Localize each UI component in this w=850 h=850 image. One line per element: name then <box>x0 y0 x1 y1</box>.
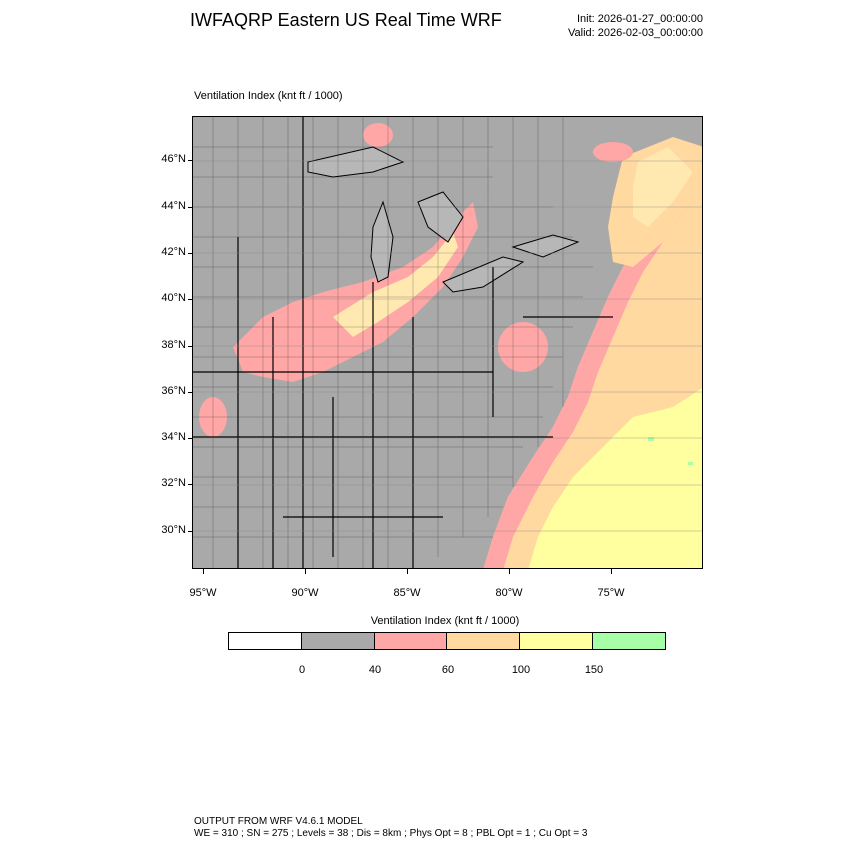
lon-label-80w: 80°W <box>495 587 523 599</box>
lon-label-75w: 75°W <box>597 587 625 599</box>
colorbar-box <box>520 633 594 649</box>
lat-label-44n: 44°N <box>161 200 186 212</box>
lat-tick <box>188 207 192 208</box>
colorbar-level-label: 60 <box>441 664 455 676</box>
lon-tick <box>509 569 510 574</box>
lat-tick <box>188 346 192 347</box>
pink-patch-ontario <box>593 142 633 162</box>
lat-label-46n: 46°N <box>161 153 186 165</box>
lon-tick <box>305 569 306 574</box>
chart-title: IWFAQRP Eastern US Real Time WRF <box>190 10 502 30</box>
offshore-yellow-region <box>528 388 702 568</box>
lat-tick <box>188 438 192 439</box>
map-panel <box>192 116 703 569</box>
lat-label-34n: 34°N <box>161 431 186 443</box>
footer-line-2: WE = 310 ; SN = 275 ; Levels = 38 ; Dis … <box>194 828 588 839</box>
lat-tick <box>188 484 192 485</box>
lat-tick <box>188 299 192 300</box>
lon-tick <box>407 569 408 574</box>
lat-label-42n: 42°N <box>161 246 186 258</box>
lat-label-32n: 32°N <box>161 477 186 489</box>
colorbar-box <box>447 633 521 649</box>
colorbar-box <box>229 633 302 649</box>
model-info-footer: OUTPUT FROM WRF V4.6.1 MODEL WE = 310 ; … <box>194 816 587 840</box>
green-speck <box>648 437 654 441</box>
lat-tick <box>188 531 192 532</box>
colorbar-level-label: 40 <box>368 664 382 676</box>
lat-tick <box>188 392 192 393</box>
lon-label-90w: 90°W <box>291 587 319 599</box>
colorbar-level-label: 0 <box>298 664 306 676</box>
lat-label-36n: 36°N <box>161 385 186 397</box>
canada-region <box>293 117 702 217</box>
lat-tick <box>188 253 192 254</box>
colorbar <box>228 632 666 650</box>
footer-line-1: OUTPUT FROM WRF V4.6.1 MODEL <box>194 816 363 827</box>
init-time: Init: 2026-01-27_00:00:00 <box>577 13 703 25</box>
colorbar-level-label: 100 <box>511 664 531 676</box>
lon-label-85w: 85°W <box>393 587 421 599</box>
midwest-yellow-band <box>333 232 458 337</box>
lat-label-40n: 40°N <box>161 292 186 304</box>
colorbar-box <box>374 633 448 649</box>
pink-patch-chesapeake <box>498 322 548 372</box>
colorbar-level-label: 150 <box>584 664 604 676</box>
colorbar-box <box>593 633 665 649</box>
coastal-pink-band <box>483 177 702 568</box>
green-speck <box>688 462 693 465</box>
lon-label-95w: 95°W <box>189 587 217 599</box>
lat-tick <box>188 160 192 161</box>
valid-time: Valid: 2026-02-03_00:00:00 <box>568 27 703 39</box>
colorbar-title: Ventilation Index (knt ft / 1000) <box>370 615 520 627</box>
map-graphic <box>193 117 702 568</box>
lon-tick <box>611 569 612 574</box>
lake-ontario <box>511 234 580 258</box>
plot-field-label: Ventilation Index (knt ft / 1000) <box>194 90 343 102</box>
graticule <box>193 160 702 532</box>
midwest-pink-band <box>233 202 478 382</box>
lat-label-30n: 30°N <box>161 524 186 536</box>
state-boundaries <box>193 117 613 568</box>
pink-patch-north <box>363 123 393 147</box>
lake-huron <box>417 191 464 243</box>
lat-label-38n: 38°N <box>161 339 186 351</box>
lon-tick <box>203 569 204 574</box>
colorbar-box <box>301 633 375 649</box>
